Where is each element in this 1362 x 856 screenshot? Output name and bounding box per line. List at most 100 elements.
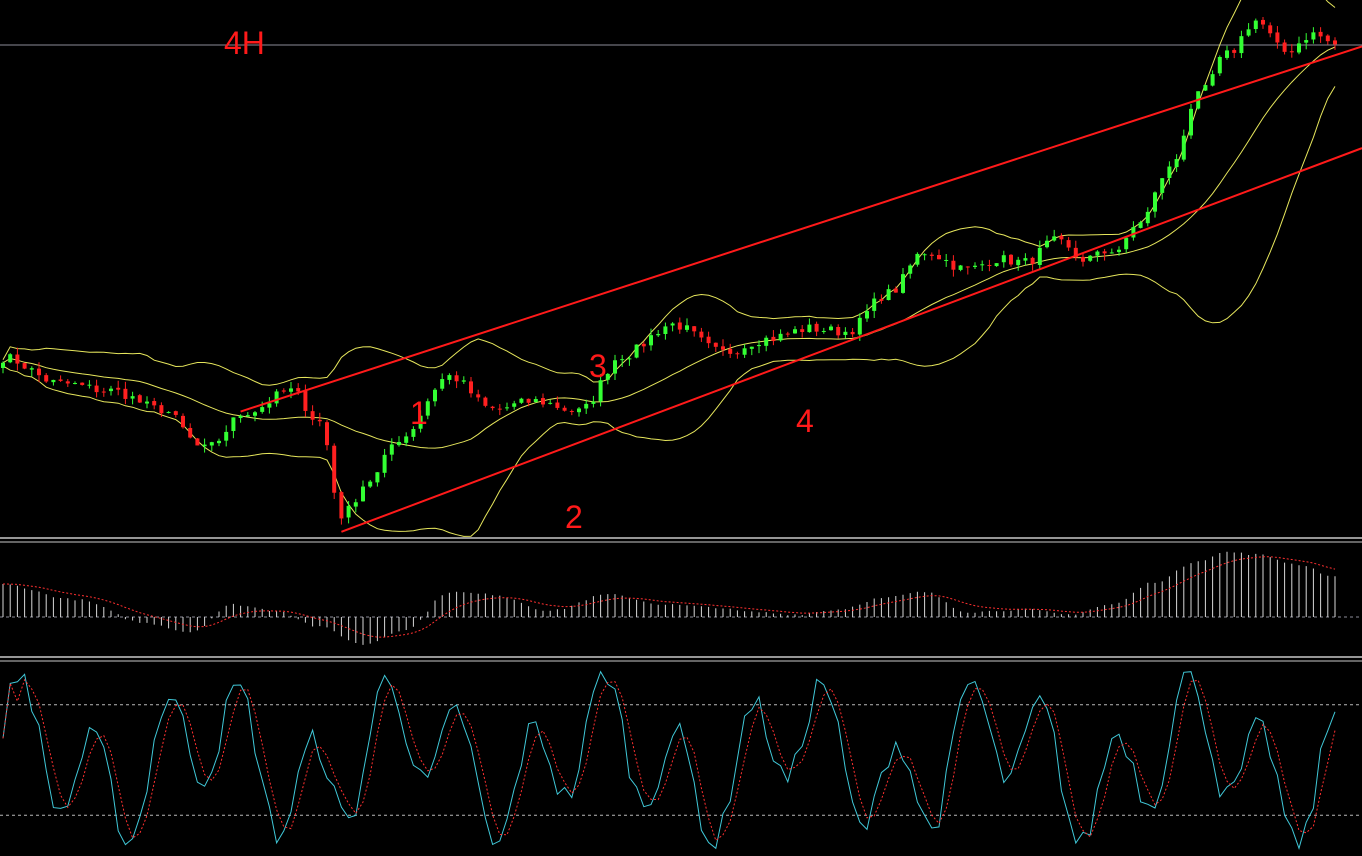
candle-body (1081, 256, 1085, 262)
candle-body (361, 486, 365, 502)
candle-body (656, 333, 661, 336)
candle-body (497, 408, 502, 410)
candle-body (202, 444, 207, 447)
candle-body (742, 348, 747, 355)
candle-body (569, 411, 574, 413)
candle-body (296, 388, 301, 392)
wave-label-2: 2 (565, 499, 583, 535)
candle-body (1131, 227, 1136, 238)
candle-body (584, 403, 589, 409)
candle-body (1210, 74, 1215, 86)
candle-body (469, 381, 473, 394)
candle-body (598, 380, 603, 402)
candle-body (634, 344, 639, 358)
candle-body (857, 317, 862, 335)
candle-body (505, 407, 509, 409)
candle-body (526, 398, 531, 403)
candle-body (425, 401, 430, 416)
candle-body (1, 362, 5, 368)
candle-body (764, 337, 769, 346)
candle-body (37, 368, 41, 376)
candle-body (519, 398, 524, 403)
candle-body (922, 254, 927, 256)
candle-body (555, 402, 560, 408)
candle-body (375, 472, 380, 483)
candle-body (303, 390, 308, 411)
macd-signal-line (2, 556, 1336, 638)
candle-body (843, 331, 848, 335)
candle-body (87, 384, 92, 386)
candle-body (440, 379, 445, 389)
macd-histogram (2, 551, 1336, 645)
candle-body (548, 402, 553, 404)
candle-body (951, 260, 956, 270)
candle-body (1239, 36, 1244, 54)
candle-body (1289, 51, 1294, 53)
candle-body (965, 266, 970, 268)
candle-body (325, 422, 329, 446)
candle-body (1203, 85, 1208, 91)
candle-body (1282, 42, 1287, 52)
candle-body (281, 390, 286, 392)
candle-body (1138, 222, 1143, 228)
candle-body (123, 388, 128, 399)
candle-body (728, 348, 733, 354)
candle-body (159, 405, 164, 414)
candle-body (915, 253, 920, 265)
candle-body (8, 354, 13, 363)
candle-body (1304, 40, 1309, 43)
candle-body (15, 354, 20, 364)
candle-body (627, 358, 632, 360)
candle-body (1153, 192, 1157, 212)
candle-body (533, 399, 538, 403)
bollinger-middle (2, 46, 1336, 449)
candle-body (166, 411, 171, 413)
bollinger-lower (2, 86, 1336, 537)
channel-line-upper (240, 45, 1362, 413)
candle-body (389, 444, 394, 455)
candle-body (65, 381, 70, 384)
candle-body (209, 442, 214, 446)
candle-body (793, 329, 797, 334)
candle-body (267, 403, 272, 408)
candle-body (1095, 251, 1100, 256)
candle-body (1016, 259, 1021, 266)
candle-body (663, 326, 668, 335)
candle-body (865, 311, 869, 319)
candle-body (29, 368, 34, 370)
candle-body (821, 330, 826, 332)
candle-body (929, 254, 934, 256)
wave-label-1: 1 (410, 395, 428, 431)
candle-body (814, 323, 819, 332)
candle-body (1052, 236, 1057, 241)
candle-body (224, 431, 229, 441)
price-panel: 4H 1 2 3 4 (0, 0, 1362, 537)
candle-body (433, 389, 437, 402)
candle-body (1109, 252, 1114, 254)
candle-body (217, 440, 221, 444)
candle-body (901, 274, 905, 293)
candle-body (706, 336, 711, 344)
candle-body (1073, 247, 1078, 258)
candle-body (181, 415, 185, 428)
candle-body (1001, 255, 1006, 263)
candle-body (778, 333, 783, 341)
candle-body (397, 441, 401, 446)
candle-body (677, 322, 682, 330)
candle-body (1117, 249, 1121, 253)
candle-body (1023, 258, 1028, 261)
candle-body (937, 255, 941, 260)
candle-body (1225, 50, 1229, 58)
candle-body (685, 325, 689, 330)
candle-body (368, 481, 373, 487)
wave-label-4: 4 (796, 403, 814, 439)
candle-body (1333, 40, 1337, 45)
candle-body (605, 373, 610, 380)
channel-line-lower (341, 147, 1362, 533)
candle-body (1145, 211, 1150, 224)
candle-body (1232, 50, 1237, 53)
candle-body (800, 329, 805, 332)
stoch-main-line (2, 670, 1336, 850)
candle-body (483, 397, 488, 406)
